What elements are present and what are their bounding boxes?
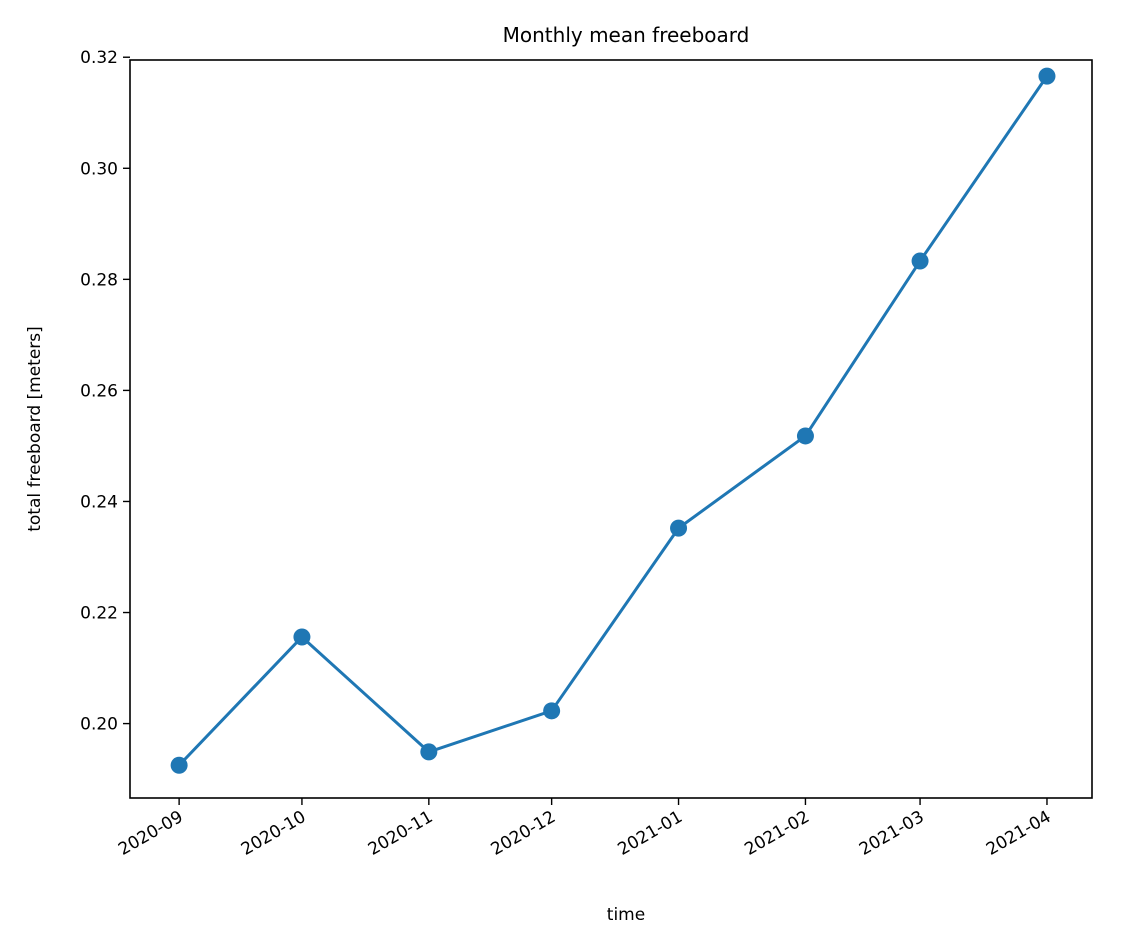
plot-area: 0.20 0.22 0.24 0.26 0.28 0.30 0.32 2020-09 2020-… xyxy=(80,48,1093,860)
data-point xyxy=(420,743,438,761)
x-tick-label: 2020-09 xyxy=(115,807,187,860)
data-point xyxy=(796,427,814,445)
data-point xyxy=(1038,67,1056,85)
x-tick-label: 2021-01 xyxy=(615,807,687,860)
y-tick-label: 0.24 xyxy=(80,492,118,512)
y-axis-label: total freeboard [meters] xyxy=(25,326,45,532)
y-tick-label: 0.20 xyxy=(80,715,118,735)
chart-title: Monthly mean freeboard xyxy=(503,23,750,47)
series-line xyxy=(177,74,1049,767)
data-point xyxy=(670,519,688,537)
y-tick-label: 0.28 xyxy=(80,270,118,290)
y-tick-label: 0.30 xyxy=(80,159,118,179)
y-tick-label: 0.26 xyxy=(80,381,118,401)
x-tick-label: 2021-04 xyxy=(983,807,1055,860)
data-point xyxy=(543,702,561,720)
x-tick-label: 2021-03 xyxy=(856,807,928,860)
plot-frame xyxy=(129,59,1093,799)
x-tick-label: 2020-11 xyxy=(365,807,437,860)
y-tick-label: 0.22 xyxy=(80,604,118,624)
x-tick-label: 2020-12 xyxy=(488,807,560,860)
y-tick-label: 0.32 xyxy=(80,48,118,68)
data-point xyxy=(293,628,311,646)
data-point xyxy=(170,756,188,774)
data-point xyxy=(911,252,929,270)
x-axis-label: time xyxy=(607,905,645,925)
x-tick-label: 2021-02 xyxy=(741,807,813,860)
x-tick-label: 2020-10 xyxy=(238,807,310,860)
